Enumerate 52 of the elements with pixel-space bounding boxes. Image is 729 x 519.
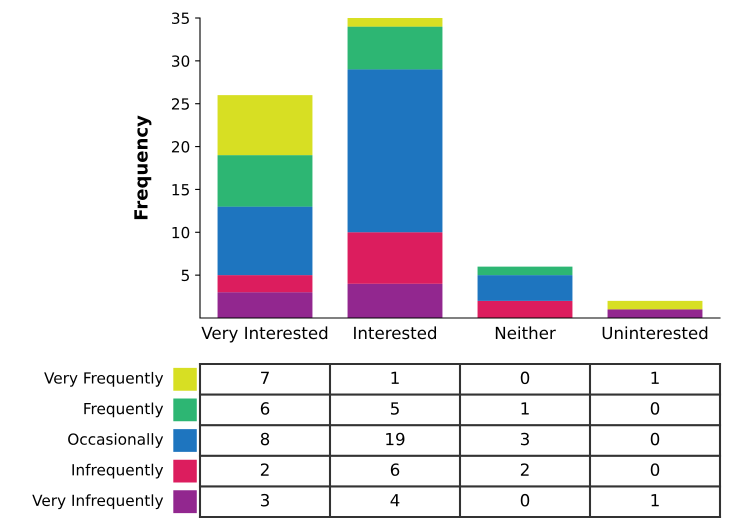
data-label: 1 [652, 372, 659, 384]
bar [348, 232, 442, 284]
x-tick-label: Neither [496, 326, 556, 340]
data-label: 0 [650, 402, 660, 415]
bar [218, 275, 312, 292]
legend-label: Infrequently [72, 464, 164, 478]
data-label: 19 [386, 432, 404, 446]
x-tick-label: Very Interested [201, 326, 328, 342]
bar [218, 206, 312, 276]
x-tick-label: Uninterested [602, 326, 708, 340]
data-label: 1 [392, 372, 399, 384]
bar [478, 300, 572, 318]
bar [608, 309, 702, 318]
bar [218, 95, 312, 156]
data-label: 4 [390, 494, 400, 506]
legend-label: Very Infrequently [32, 494, 164, 510]
data-label: 5 [390, 402, 399, 415]
bar [218, 292, 312, 318]
data-label: 1 [652, 494, 659, 506]
bar [348, 26, 442, 70]
bar [348, 69, 442, 232]
data-label: 7 [261, 372, 269, 384]
y-tick-label: 25 [172, 98, 189, 110]
y-tick-label: 10 [172, 226, 190, 238]
data-label: 3 [260, 494, 269, 507]
legend-label: Occasionally [68, 433, 164, 448]
data-label: 0 [650, 463, 660, 476]
data-label: 2 [520, 463, 529, 476]
y-axis-title: Frequency [134, 115, 152, 220]
bar [348, 284, 442, 318]
data-label: 6 [390, 463, 400, 476]
data-label: 1 [522, 402, 529, 414]
bar [478, 266, 572, 276]
bar [218, 155, 312, 207]
bar [478, 275, 572, 301]
y-tick-label: 15 [172, 184, 189, 196]
data-label: 2 [260, 463, 269, 476]
y-tick-label: 20 [172, 141, 190, 153]
y-tick-label: 5 [182, 270, 189, 282]
bar [348, 18, 442, 27]
x-tick-label: Interested [354, 326, 436, 340]
legend-label: Frequently [84, 402, 164, 418]
data-label: 3 [520, 432, 529, 446]
data-label: 0 [650, 432, 660, 446]
bar [608, 300, 702, 310]
data-label: 0 [520, 372, 530, 384]
y-tick-label: 35 [172, 12, 189, 24]
data-label: 6 [260, 402, 270, 415]
y-tick-label: 30 [172, 55, 190, 67]
data-label: 8 [260, 432, 270, 446]
data-label: 0 [520, 494, 530, 507]
legend-label: Very Frequently [44, 372, 164, 387]
